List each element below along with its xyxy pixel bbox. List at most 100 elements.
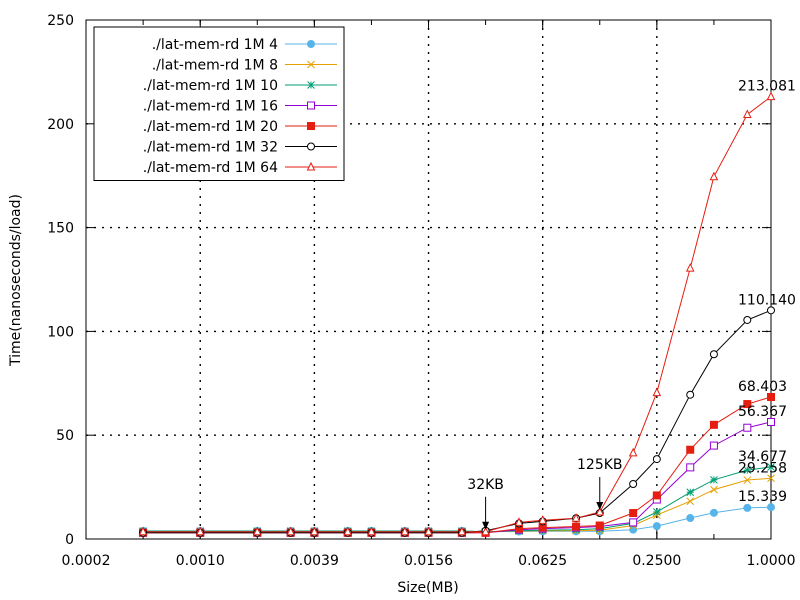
series-line — [143, 477, 772, 533]
x-tick-label: 0.0010 — [176, 553, 225, 569]
data-point — [538, 515, 547, 524]
data-point — [195, 526, 205, 536]
legend-label: ./lat-mem-rd 1M 10 — [143, 78, 278, 94]
data-point — [743, 476, 752, 484]
data-point — [767, 463, 775, 471]
data-point — [595, 521, 604, 530]
data-point — [709, 508, 718, 517]
data-point — [686, 514, 695, 523]
legend-label: ./lat-mem-rd 1M 4 — [152, 37, 278, 53]
data-point — [252, 526, 262, 536]
end-value-label: 110.140 — [738, 292, 796, 308]
legend-marker — [307, 142, 315, 151]
data-point — [743, 423, 752, 432]
data-point — [343, 526, 353, 536]
data-point — [686, 497, 695, 506]
end-value-label: 29.258 — [738, 460, 787, 476]
x-tick-label: 1.0000 — [747, 553, 796, 569]
data-point — [652, 491, 661, 500]
data-point — [571, 513, 581, 522]
data-point — [686, 390, 695, 399]
y-tick-label: 250 — [47, 13, 74, 29]
y-tick-label: 150 — [47, 221, 74, 237]
annotation-arrow-head — [482, 521, 490, 530]
end-value-label: 213.081 — [738, 79, 796, 95]
legend-marker — [307, 40, 315, 48]
data-point — [743, 400, 752, 409]
y-axis-label: Time(nanoseconds/load) — [8, 194, 24, 367]
end-value-label: 56.367 — [738, 404, 787, 420]
data-point — [514, 517, 524, 526]
x-axis-label: Size(MB) — [397, 580, 458, 596]
data-point — [709, 441, 718, 450]
legend-marker — [306, 161, 316, 171]
series-markers — [138, 91, 776, 537]
data-point — [743, 109, 752, 118]
data-point — [743, 503, 752, 512]
series-line — [143, 396, 772, 534]
data-point — [767, 306, 775, 315]
data-point — [743, 315, 752, 324]
data-point — [686, 488, 695, 497]
series-line — [143, 466, 772, 533]
data-point — [629, 525, 638, 534]
data-point — [710, 485, 718, 494]
data-point — [286, 526, 295, 536]
data-point — [138, 526, 148, 536]
data-point — [685, 262, 695, 272]
legend-label: ./lat-mem-rd 1M 32 — [143, 140, 278, 156]
data-point — [367, 526, 376, 536]
data-point — [652, 455, 661, 464]
data-point — [652, 522, 661, 531]
annotation-arrow-head — [596, 502, 604, 511]
annotation-label: 125KB — [577, 457, 623, 473]
data-point — [652, 387, 662, 397]
grid-layer — [86, 20, 771, 539]
legend-label: ./lat-mem-rd 1M 16 — [143, 99, 278, 115]
data-point — [709, 350, 718, 359]
series-line — [143, 309, 772, 534]
data-point — [709, 420, 718, 429]
x-tick-label: 0.0625 — [518, 553, 567, 569]
data-point — [400, 526, 410, 536]
y-tick-label: 50 — [56, 428, 74, 444]
x-tick-label: 0.2500 — [632, 553, 681, 569]
data-point — [629, 509, 638, 518]
data-point — [767, 503, 775, 512]
data-point — [686, 445, 695, 454]
data-point — [767, 392, 775, 401]
legend-marker — [307, 101, 315, 110]
data-point — [629, 518, 638, 527]
x-tick-label: 0.0156 — [404, 553, 453, 569]
legend-label: ./lat-mem-rd 1M 8 — [152, 58, 278, 74]
data-point — [743, 466, 752, 474]
data-point — [710, 475, 718, 484]
axis-ticks — [85, 19, 772, 540]
legend-marker — [307, 60, 315, 69]
end-value-label: 68.403 — [738, 379, 787, 395]
data-point — [767, 417, 775, 426]
data-point — [572, 522, 581, 531]
x-tick-labels: 0.0002 0.0010 0.0039 0.0156 0.0625 0.2500 1.00… — [62, 553, 796, 569]
legend-marker — [307, 122, 315, 130]
series-line — [143, 506, 772, 533]
y-tick-label: 200 — [47, 117, 74, 133]
end-value-label: 34.677 — [738, 449, 787, 465]
annotation-label: 32KB — [467, 477, 504, 493]
series-line — [143, 421, 772, 534]
legend-box — [93, 26, 345, 181]
data-point — [629, 479, 638, 488]
data-point — [595, 506, 605, 516]
annotations: 32KB 125KB — [467, 457, 623, 530]
data-point — [766, 91, 776, 101]
data-point — [481, 526, 490, 536]
x-tick-label: 0.0002 — [62, 553, 111, 569]
data-point — [686, 463, 695, 472]
data-point — [628, 447, 638, 457]
legend: ./lat-mem-rd 1M 4 ./lat-mem-rd 1M 8 ./lat-… — [93, 26, 345, 181]
y-tick-label: 0 — [65, 532, 74, 548]
legend-label: ./lat-mem-rd 1M 64 — [143, 160, 278, 176]
legend-marker — [307, 81, 315, 89]
y-tick-labels: 0 50 100 150 200 250 — [47, 13, 74, 548]
